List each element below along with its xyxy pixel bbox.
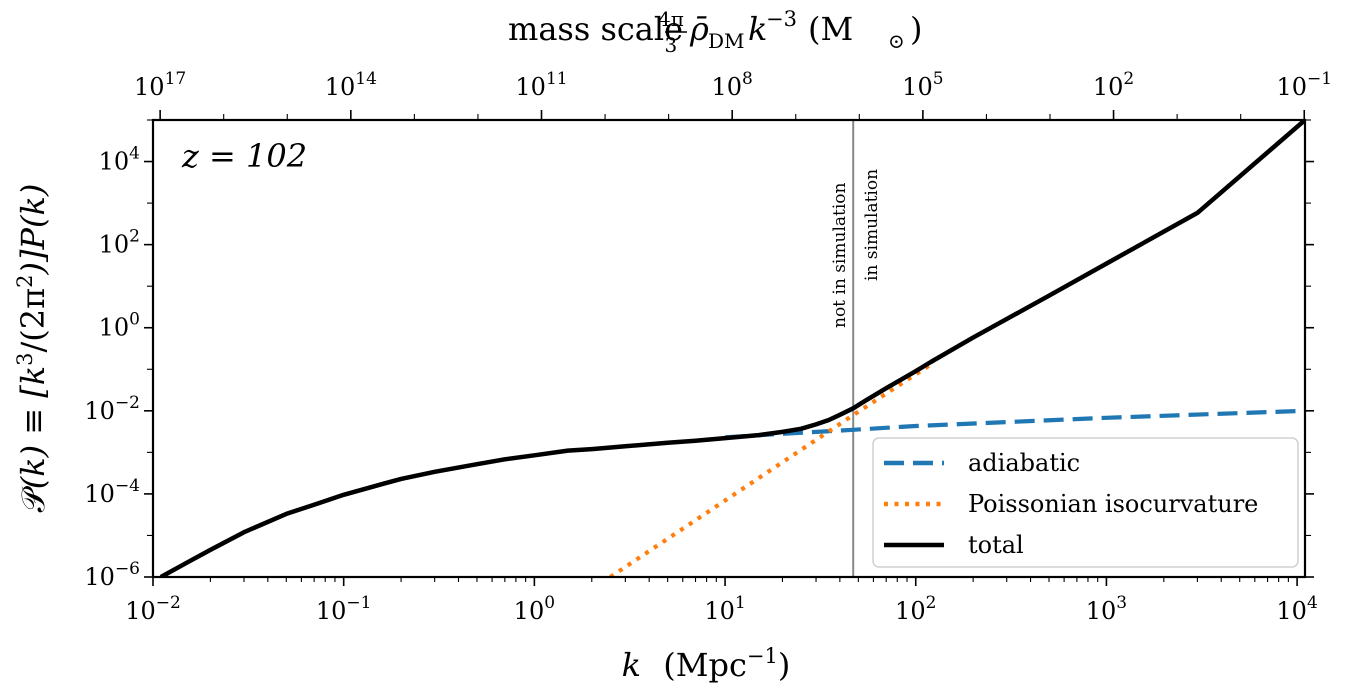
legend-box [872, 437, 1299, 568]
legend: adiabatic Poissonian isocurvature total [872, 437, 1299, 568]
top-tick-label: 108 [712, 69, 753, 101]
y-tick-label: 104 [99, 144, 140, 176]
x-tick-label: 10−2 [125, 593, 181, 625]
legend-label: total [968, 531, 1024, 559]
x-tick-label: 102 [895, 593, 936, 625]
legend-label: Poissonian isocurvature [968, 490, 1258, 518]
y-tick-label: 102 [99, 227, 140, 259]
y-tick-label: 100 [99, 310, 140, 342]
series-line-total [159, 120, 1305, 577]
y-axis-label: 𝒫(k) ≡ [k3/(2π2)]P(k) [13, 184, 52, 513]
x-tick-label: 101 [704, 593, 745, 625]
series-line-poissonian-isocurvature [609, 362, 932, 577]
top-tick-label: 105 [902, 69, 943, 101]
axis-ticks: 10−2 10−1 100 101 102 103 104 1017 1014 1011 108 10… [84, 69, 1332, 625]
legend-label: adiabatic [968, 449, 1080, 477]
x-tick-label: 10−1 [316, 593, 372, 625]
axes-frame [151, 118, 1307, 579]
x-tick-label: 103 [1086, 593, 1127, 625]
top-tick-label: 102 [1093, 69, 1134, 101]
redshift-annotation: z = 102 [181, 137, 307, 175]
y-tick-label: 10−2 [84, 393, 140, 425]
in-simulation-label: in simulation [862, 169, 882, 281]
y-tick-label: 10−6 [84, 559, 140, 591]
y-tick-label: 10−4 [84, 476, 140, 508]
top-axis-label: mass scale 4π 3 ρ̄ DM k −3 (M ⊙ ) [508, 0, 922, 60]
top-tick-label: 1011 [515, 69, 567, 101]
x-tick-label: 100 [514, 593, 555, 625]
top-tick-label: 1014 [325, 69, 377, 101]
vline-labels: not in simulation in simulation [830, 169, 882, 328]
x-axis-label: k (Mpc−1) [622, 644, 791, 684]
top-tick-label: 10−1 [1276, 69, 1332, 101]
plot-area [159, 120, 1305, 577]
x-tick-label: 104 [1276, 593, 1317, 625]
top-tick-label: 1017 [134, 69, 186, 101]
not-in-simulation-label: not in simulation [830, 182, 850, 328]
